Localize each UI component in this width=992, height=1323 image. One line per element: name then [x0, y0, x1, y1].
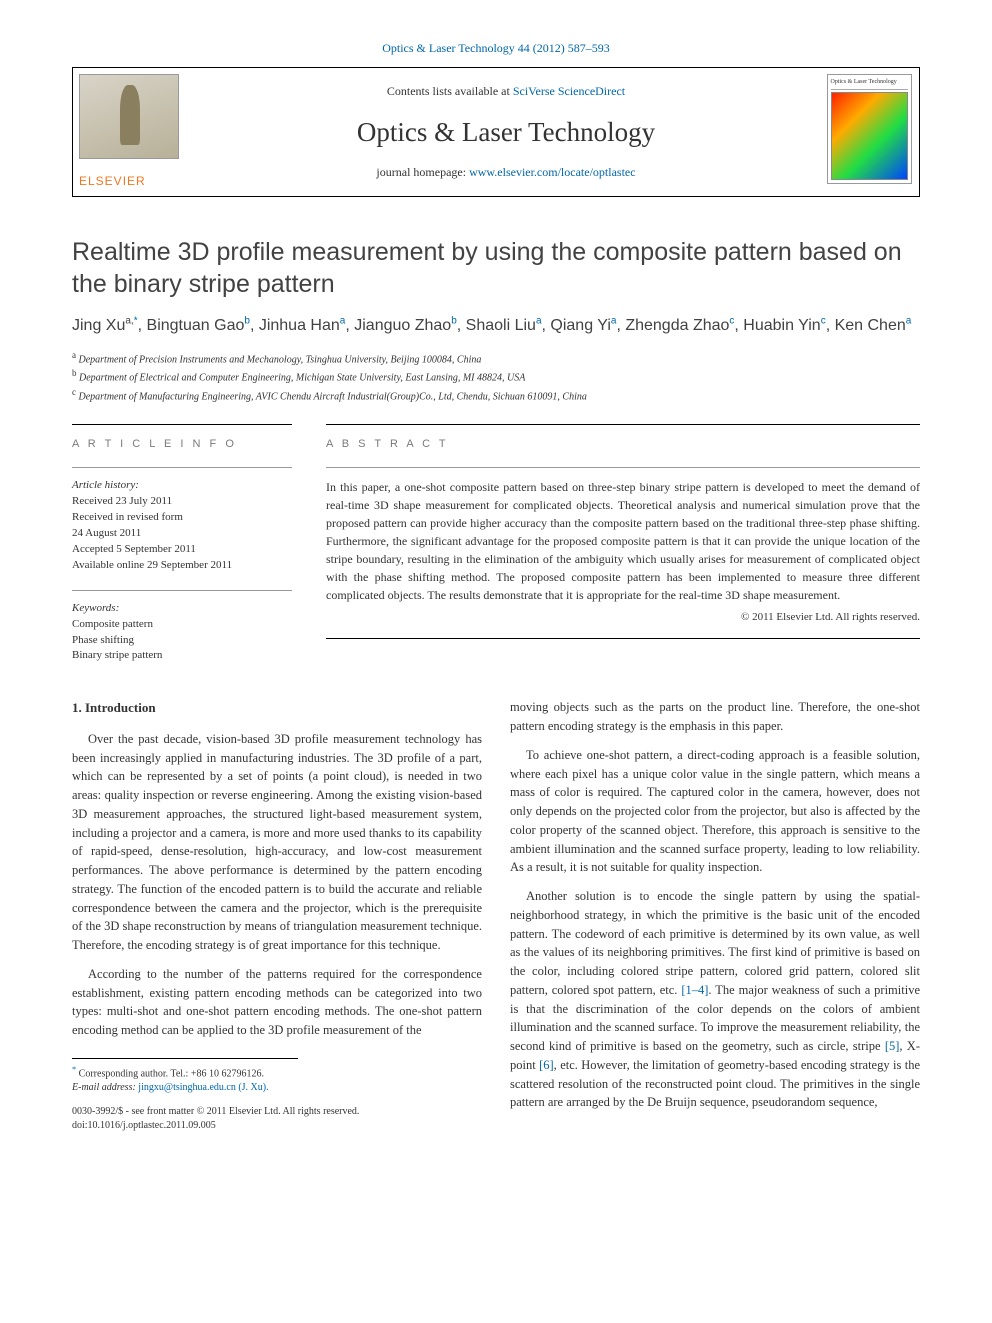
abstract-heading: A B S T R A C T — [326, 424, 920, 453]
elsevier-tree-icon — [79, 74, 179, 159]
homepage-prefix: journal homepage: — [376, 165, 469, 179]
corresponding-footnote: * Corresponding author. Tel.: +86 10 627… — [72, 1064, 298, 1081]
homepage-line: journal homepage: www.elsevier.com/locat… — [376, 164, 635, 181]
article-title: Realtime 3D profile measurement by using… — [72, 237, 920, 300]
body-columns: 1. Introduction Over the past decade, vi… — [72, 698, 920, 1133]
publisher-block: ELSEVIER — [73, 68, 193, 196]
author-list: Jing Xua,*, Bingtuan Gaob, Jinhua Hana, … — [72, 314, 920, 337]
citation-link[interactable]: [6] — [539, 1058, 554, 1072]
cover-title: Optics & Laser Technology — [831, 78, 908, 90]
journal-name: Optics & Laser Technology — [357, 113, 655, 152]
article-info-heading: A R T I C L E I N F O — [72, 424, 292, 453]
abstract-text: In this paper, a one-shot composite patt… — [326, 467, 920, 604]
contents-line: Contents lists available at SciVerse Sci… — [387, 83, 625, 100]
history-line: Received in revised form — [72, 510, 292, 526]
history-line: Accepted 5 September 2011 — [72, 542, 292, 558]
email-footnote: E-mail address: jingxu@tsinghua.edu.cn (… — [72, 1081, 298, 1095]
footnote-block: * Corresponding author. Tel.: +86 10 627… — [72, 1058, 298, 1095]
body-paragraph: To achieve one-shot pattern, a direct-co… — [510, 746, 920, 877]
affiliations: a Department of Precision Instruments an… — [72, 349, 920, 404]
front-matter-line: 0030-3992/$ - see front matter © 2011 El… — [72, 1105, 482, 1133]
abstract-column: A B S T R A C T In this paper, a one-sho… — [326, 424, 920, 664]
body-paragraph: Another solution is to encode the single… — [510, 887, 920, 1112]
history-label: Article history: — [72, 478, 292, 494]
history-line: Received 23 July 2011 — [72, 494, 292, 510]
affil-link[interactable]: a — [906, 316, 912, 327]
header-center: Contents lists available at SciVerse Sci… — [193, 68, 819, 196]
author: Ken Chena — [835, 317, 912, 334]
author: Shaoli Liua — [466, 317, 542, 334]
author: Bingtuan Gaob — [147, 317, 250, 334]
author: Huabin Yinc — [743, 317, 825, 334]
affil-link[interactable]: b — [451, 316, 457, 327]
body-right-column: moving objects such as the parts on the … — [510, 698, 920, 1133]
contents-prefix: Contents lists available at — [387, 84, 513, 98]
affil-link[interactable]: b — [244, 316, 250, 327]
body-paragraph: moving objects such as the parts on the … — [510, 698, 920, 736]
keywords: Keywords: Composite pattern Phase shifti… — [72, 590, 292, 665]
section-title: Introduction — [85, 700, 156, 715]
section-number: 1. — [72, 700, 82, 715]
body-paragraph: Over the past decade, vision-based 3D pr… — [72, 730, 482, 955]
keyword: Binary stripe pattern — [72, 648, 292, 664]
affil-link[interactable]: a — [340, 316, 346, 327]
history-line: 24 August 2011 — [72, 526, 292, 542]
homepage-link[interactable]: www.elsevier.com/locate/optlastec — [469, 165, 636, 179]
section-heading: 1. Introduction — [72, 698, 482, 718]
author: Zhengda Zhaoc — [625, 317, 734, 334]
top-citation: Optics & Laser Technology 44 (2012) 587–… — [72, 40, 920, 57]
keyword: Composite pattern — [72, 617, 292, 633]
keywords-label: Keywords: — [72, 601, 292, 617]
journal-header: ELSEVIER Contents lists available at Sci… — [72, 67, 920, 197]
elsevier-wordmark: ELSEVIER — [79, 173, 187, 190]
affil-link[interactable]: c — [821, 316, 826, 327]
corresponding-star-link[interactable]: * — [134, 316, 138, 327]
author: Jing Xua,* — [72, 317, 138, 334]
citation-link[interactable]: [1–4] — [681, 983, 708, 997]
affil-link[interactable]: a — [536, 316, 542, 327]
body-left-column: 1. Introduction Over the past decade, vi… — [72, 698, 482, 1133]
keyword: Phase shifting — [72, 633, 292, 649]
cover-image-icon — [831, 92, 908, 180]
email-label: E-mail address: — [72, 1082, 136, 1093]
history-line: Available online 29 September 2011 — [72, 558, 292, 574]
journal-cover-icon: Optics & Laser Technology — [827, 74, 912, 184]
body-paragraph: According to the number of the patterns … — [72, 965, 482, 1040]
affiliation: c Department of Manufacturing Engineerin… — [72, 386, 920, 404]
abstract-copyright: © 2011 Elsevier Ltd. All rights reserved… — [326, 610, 920, 639]
email-link[interactable]: jingxu@tsinghua.edu.cn (J. Xu). — [138, 1082, 268, 1093]
top-citation-link[interactable]: Optics & Laser Technology 44 (2012) 587–… — [382, 41, 610, 55]
issn-line: 0030-3992/$ - see front matter © 2011 El… — [72, 1105, 482, 1119]
article-history: Article history: Received 23 July 2011 R… — [72, 467, 292, 574]
author: Qiang Yia — [550, 317, 616, 334]
star-anchor-icon[interactable]: * — [72, 1065, 76, 1074]
author: Jianguo Zhaob — [354, 317, 457, 334]
affil-link[interactable]: a — [611, 316, 617, 327]
article-info-column: A R T I C L E I N F O Article history: R… — [72, 424, 292, 664]
citation-link[interactable]: [5] — [885, 1039, 900, 1053]
affil-link[interactable]: c — [729, 316, 734, 327]
doi-line: doi:10.1016/j.optlastec.2011.09.005 — [72, 1119, 482, 1133]
sciencedirect-link[interactable]: SciVerse ScienceDirect — [513, 84, 625, 98]
author: Jinhua Hana — [259, 317, 346, 334]
affiliation: a Department of Precision Instruments an… — [72, 349, 920, 367]
affiliation: b Department of Electrical and Computer … — [72, 367, 920, 385]
cover-block: Optics & Laser Technology — [819, 68, 919, 196]
